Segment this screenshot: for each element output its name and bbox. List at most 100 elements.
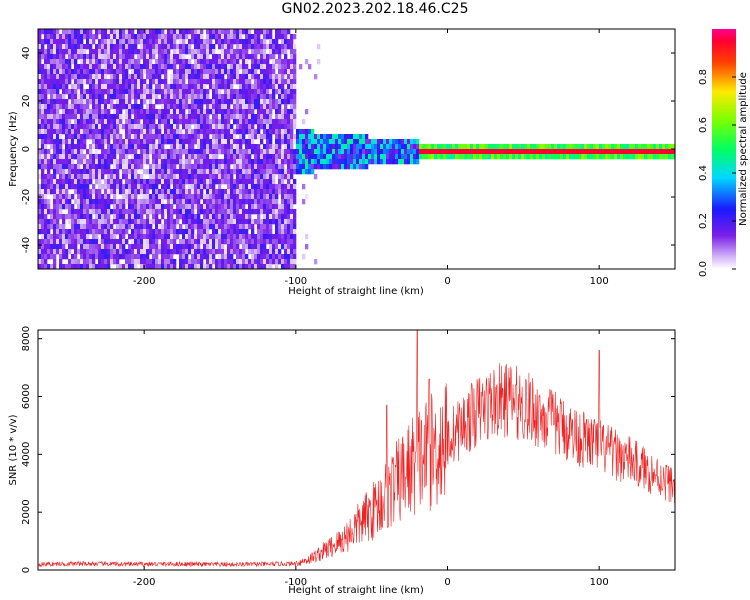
heatmap-cell bbox=[239, 134, 243, 140]
heatmap-cell bbox=[86, 229, 90, 235]
heatmap-cell bbox=[116, 54, 120, 60]
heatmap-cell bbox=[131, 184, 135, 190]
heatmap-cell bbox=[149, 169, 153, 175]
heatmap-cell bbox=[188, 219, 192, 225]
heatmap-cell bbox=[275, 129, 279, 135]
heatmap-cell bbox=[257, 119, 261, 125]
heatmap-cell bbox=[389, 144, 393, 150]
heatmap-cell bbox=[248, 89, 252, 95]
heatmap-cell bbox=[275, 199, 279, 205]
heatmap-cell bbox=[380, 149, 384, 155]
heatmap-cell bbox=[290, 59, 294, 65]
heatmap-cell bbox=[185, 139, 189, 145]
heatmap-cell bbox=[143, 144, 147, 150]
heatmap-cell bbox=[68, 124, 72, 130]
heatmap-cell bbox=[278, 104, 282, 110]
heatmap-cell bbox=[209, 154, 213, 160]
heatmap-cell bbox=[158, 54, 162, 60]
heatmap-cell bbox=[299, 64, 303, 70]
heatmap-cell bbox=[137, 174, 141, 180]
heatmap-cell bbox=[200, 234, 204, 240]
heatmap-cell bbox=[227, 74, 231, 80]
heatmap-cell bbox=[242, 94, 246, 100]
heatmap-cell bbox=[137, 249, 141, 255]
heatmap-cell bbox=[311, 139, 315, 145]
heatmap-cell bbox=[149, 234, 153, 240]
heatmap-cell bbox=[287, 119, 291, 125]
heatmap-cell bbox=[128, 249, 132, 255]
heatmap-cell bbox=[653, 154, 657, 160]
heatmap-cell bbox=[77, 29, 81, 35]
heatmap-cell bbox=[125, 84, 129, 90]
heatmap-cell bbox=[233, 29, 237, 35]
heatmap-cell bbox=[185, 224, 189, 230]
heatmap-cell bbox=[239, 219, 243, 225]
heatmap-cell bbox=[161, 114, 165, 120]
heatmap-cell bbox=[113, 244, 117, 250]
heatmap-cell bbox=[113, 209, 117, 215]
heatmap-cell bbox=[161, 84, 165, 90]
heatmap-cell bbox=[227, 174, 231, 180]
heatmap-cell bbox=[74, 224, 78, 230]
heatmap-cell bbox=[278, 154, 282, 160]
heatmap-cell bbox=[254, 239, 258, 245]
heatmap-cell bbox=[200, 159, 204, 165]
heatmap-cell bbox=[272, 44, 276, 50]
x-tick-label: 0 bbox=[444, 276, 450, 287]
heatmap-cell bbox=[260, 159, 264, 165]
heatmap-cell bbox=[89, 124, 93, 130]
heatmap-cell bbox=[635, 144, 639, 150]
heatmap-cell bbox=[461, 149, 465, 155]
heatmap-cell bbox=[92, 164, 96, 170]
heatmap-cell bbox=[281, 214, 285, 220]
heatmap-cell bbox=[218, 29, 222, 35]
heatmap-cell bbox=[191, 184, 195, 190]
heatmap-cell bbox=[212, 69, 216, 75]
heatmap-cell bbox=[131, 229, 135, 235]
heatmap-cell bbox=[431, 149, 435, 155]
heatmap-cell bbox=[287, 249, 291, 255]
heatmap-cell bbox=[209, 244, 213, 250]
heatmap-cell bbox=[83, 209, 87, 215]
heatmap-cell bbox=[620, 144, 624, 150]
heatmap-cell bbox=[365, 154, 369, 160]
heatmap-cell bbox=[365, 144, 369, 150]
heatmap-cell bbox=[278, 144, 282, 150]
heatmap-cell bbox=[278, 214, 282, 220]
heatmap-cell bbox=[380, 159, 384, 165]
heatmap-cell bbox=[143, 99, 147, 105]
heatmap-cell bbox=[284, 204, 288, 210]
heatmap-cell bbox=[224, 114, 228, 120]
heatmap-cell bbox=[227, 119, 231, 125]
heatmap-cell bbox=[182, 169, 186, 175]
heatmap-cell bbox=[254, 264, 258, 269]
heatmap-cell bbox=[296, 134, 300, 140]
heatmap-cell bbox=[170, 109, 174, 115]
heatmap-cell bbox=[332, 154, 336, 160]
heatmap-cell bbox=[95, 59, 99, 65]
heatmap-cell bbox=[119, 234, 123, 240]
heatmap-cell bbox=[155, 214, 159, 220]
heatmap-cell bbox=[257, 164, 261, 170]
heatmap-cell bbox=[179, 79, 183, 85]
heatmap-cell bbox=[53, 149, 57, 155]
heatmap-cell bbox=[104, 49, 108, 55]
heatmap-cell bbox=[401, 139, 405, 145]
heatmap-cell bbox=[263, 49, 267, 55]
heatmap-cell bbox=[236, 149, 240, 155]
heatmap-cell bbox=[62, 214, 66, 220]
heatmap-cell bbox=[287, 39, 291, 45]
heatmap-cell bbox=[239, 204, 243, 210]
heatmap-cell bbox=[131, 84, 135, 90]
heatmap-cell bbox=[242, 254, 246, 260]
heatmap-cell bbox=[245, 44, 249, 50]
heatmap-cell bbox=[71, 259, 75, 265]
heatmap-cell bbox=[41, 149, 45, 155]
heatmap-cell bbox=[224, 109, 228, 115]
heatmap-cell bbox=[599, 149, 603, 155]
heatmap-cell bbox=[77, 129, 81, 135]
heatmap-cell bbox=[272, 259, 276, 265]
heatmap-cell bbox=[107, 259, 111, 265]
heatmap-cell bbox=[281, 254, 285, 260]
heatmap-cell bbox=[404, 144, 408, 150]
